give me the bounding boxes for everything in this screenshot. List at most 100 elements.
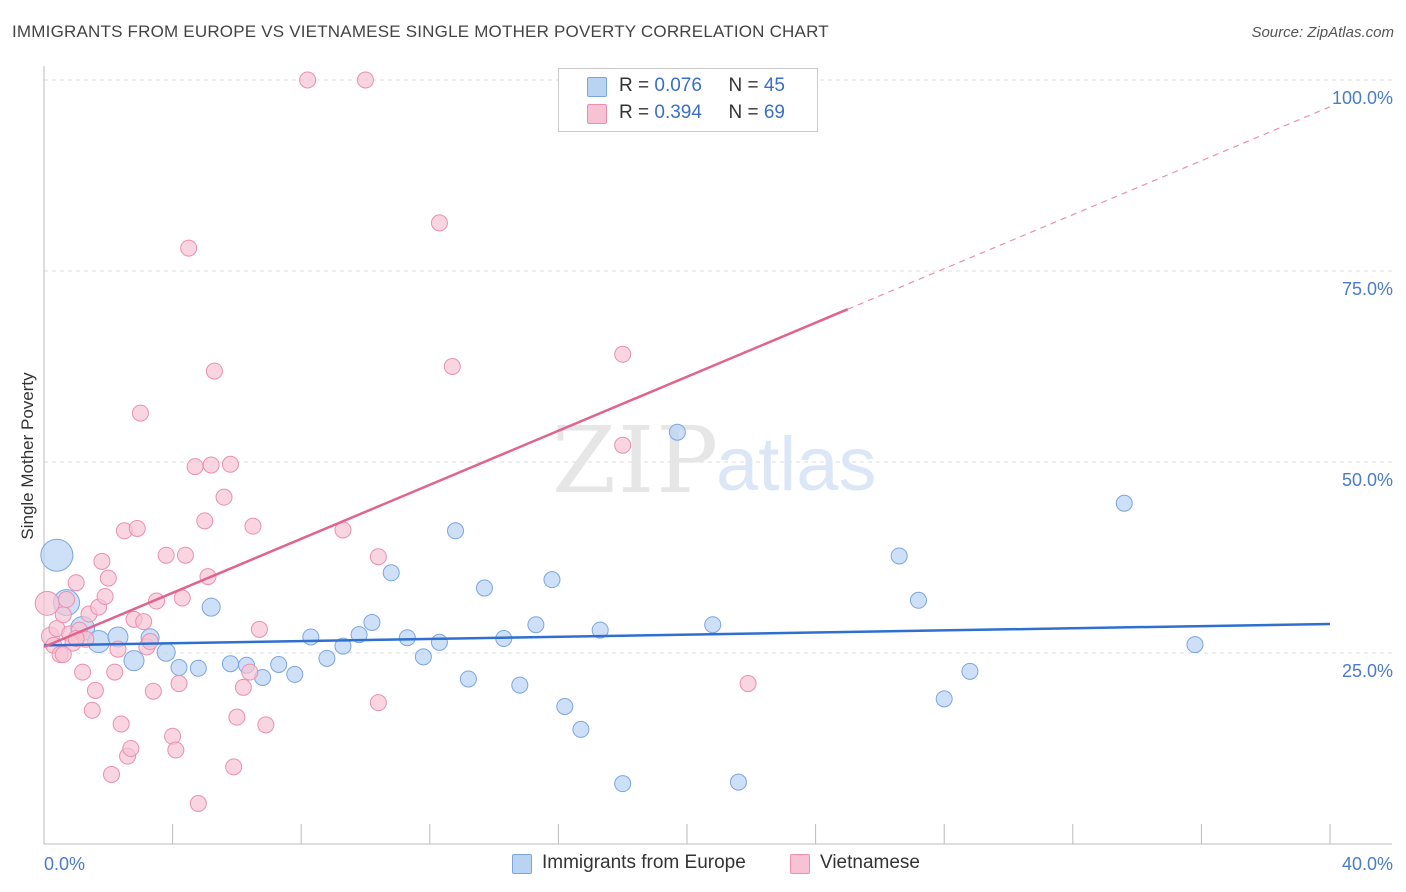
watermark-zip: ZIP — [552, 407, 720, 514]
point-europe — [382, 564, 400, 582]
legend-r-label: R = — [619, 102, 655, 123]
point-europe — [961, 662, 979, 680]
point-europe — [302, 628, 320, 646]
y-tick-label: 75.0% — [1342, 279, 1393, 299]
point-vietnamese — [369, 548, 387, 566]
point-vietnamese — [96, 587, 114, 605]
point-vietnamese — [234, 678, 252, 696]
point-vietnamese — [369, 694, 387, 712]
point-europe — [572, 720, 590, 738]
point-europe — [40, 538, 74, 572]
legend-label-vietnamese: Vietnamese — [820, 852, 920, 873]
point-vietnamese — [176, 546, 194, 564]
legend-n-value: 45 — [763, 75, 785, 96]
point-europe — [201, 597, 221, 617]
point-vietnamese — [614, 436, 632, 454]
point-europe — [556, 697, 574, 715]
point-vietnamese — [54, 606, 72, 624]
point-europe — [123, 650, 145, 672]
chart-title: IMMIGRANTS FROM EUROPE VS VIETNAMESE SIN… — [12, 22, 829, 41]
point-vietnamese — [103, 765, 121, 783]
legend-swatch-blue — [512, 854, 532, 874]
point-vietnamese — [189, 795, 207, 813]
point-europe — [363, 613, 381, 631]
point-europe — [1186, 636, 1204, 654]
point-europe — [543, 571, 561, 589]
point-europe — [156, 642, 176, 662]
point-vietnamese — [99, 569, 117, 587]
legend-r-label: R = — [619, 75, 655, 96]
point-europe — [318, 649, 336, 667]
x-tick-label: 40.0% — [1342, 854, 1393, 874]
point-vietnamese — [86, 681, 104, 699]
point-vietnamese — [67, 574, 85, 592]
point-vietnamese — [430, 214, 448, 232]
point-europe — [704, 616, 722, 634]
point-vietnamese — [170, 675, 188, 693]
point-vietnamese — [186, 458, 204, 476]
point-vietnamese — [241, 663, 259, 681]
point-vietnamese — [357, 71, 374, 89]
point-vietnamese — [739, 675, 757, 693]
y-tick-label: 25.0% — [1342, 661, 1393, 681]
trend-line-europe — [43, 622, 1331, 647]
point-vietnamese — [128, 519, 146, 537]
point-vietnamese — [58, 591, 76, 609]
point-vietnamese — [135, 613, 153, 631]
point-vietnamese — [131, 404, 149, 422]
point-europe — [909, 591, 927, 609]
point-vietnamese — [299, 71, 317, 89]
legend-swatch-pink — [790, 854, 810, 874]
point-europe — [350, 626, 368, 644]
watermark-atlas: atlas — [716, 422, 877, 507]
legend-n-value: 69 — [763, 102, 785, 123]
point-europe — [459, 670, 477, 688]
point-vietnamese — [205, 362, 223, 380]
point-europe — [286, 665, 304, 683]
point-vietnamese — [244, 517, 262, 535]
legend-swatch-blue — [587, 77, 607, 97]
point-europe — [430, 633, 448, 651]
point-europe — [398, 629, 416, 647]
point-vietnamese — [250, 620, 268, 638]
point-vietnamese — [54, 646, 72, 664]
series-legend: Immigrants from Europe Vietnamese — [0, 852, 1406, 876]
legend-n-label: N = — [728, 102, 764, 123]
point-vietnamese — [93, 552, 111, 570]
point-europe — [527, 616, 545, 634]
series-vietnamese — [34, 71, 757, 813]
point-europe — [729, 773, 747, 791]
point-vietnamese — [106, 663, 124, 681]
point-europe — [221, 655, 239, 673]
point-europe — [668, 423, 686, 441]
y-tick-label: 50.0% — [1342, 470, 1393, 490]
x-tick-label: 0.0% — [44, 854, 85, 874]
point-vietnamese — [74, 663, 92, 681]
point-europe — [614, 775, 632, 793]
point-vietnamese — [202, 456, 220, 474]
point-vietnamese — [167, 741, 185, 759]
axes — [43, 66, 1392, 845]
point-vietnamese — [141, 633, 159, 651]
point-vietnamese — [196, 512, 214, 530]
point-vietnamese — [257, 716, 275, 734]
point-europe — [1115, 494, 1133, 512]
tick-labels: 25.0% 50.0% 75.0% 100.0% 0.0% 40.0% — [44, 88, 1393, 874]
point-europe — [447, 522, 465, 540]
point-vietnamese — [112, 715, 130, 733]
grid-lines — [44, 79, 1392, 654]
point-europe — [414, 648, 432, 666]
watermark: ZIP atlas — [552, 407, 877, 514]
point-vietnamese — [157, 546, 175, 564]
point-vietnamese — [614, 345, 632, 363]
trend-line-vietnamese — [43, 308, 849, 649]
point-vietnamese — [221, 455, 239, 473]
point-vietnamese — [122, 740, 140, 757]
point-vietnamese — [228, 708, 246, 726]
point-vietnamese — [225, 758, 243, 776]
point-europe — [189, 659, 207, 677]
point-europe — [591, 621, 609, 639]
correlation-legend: R = 0.076 N = 45 R = 0.394 N = 69 — [558, 68, 818, 132]
point-vietnamese — [180, 239, 198, 257]
